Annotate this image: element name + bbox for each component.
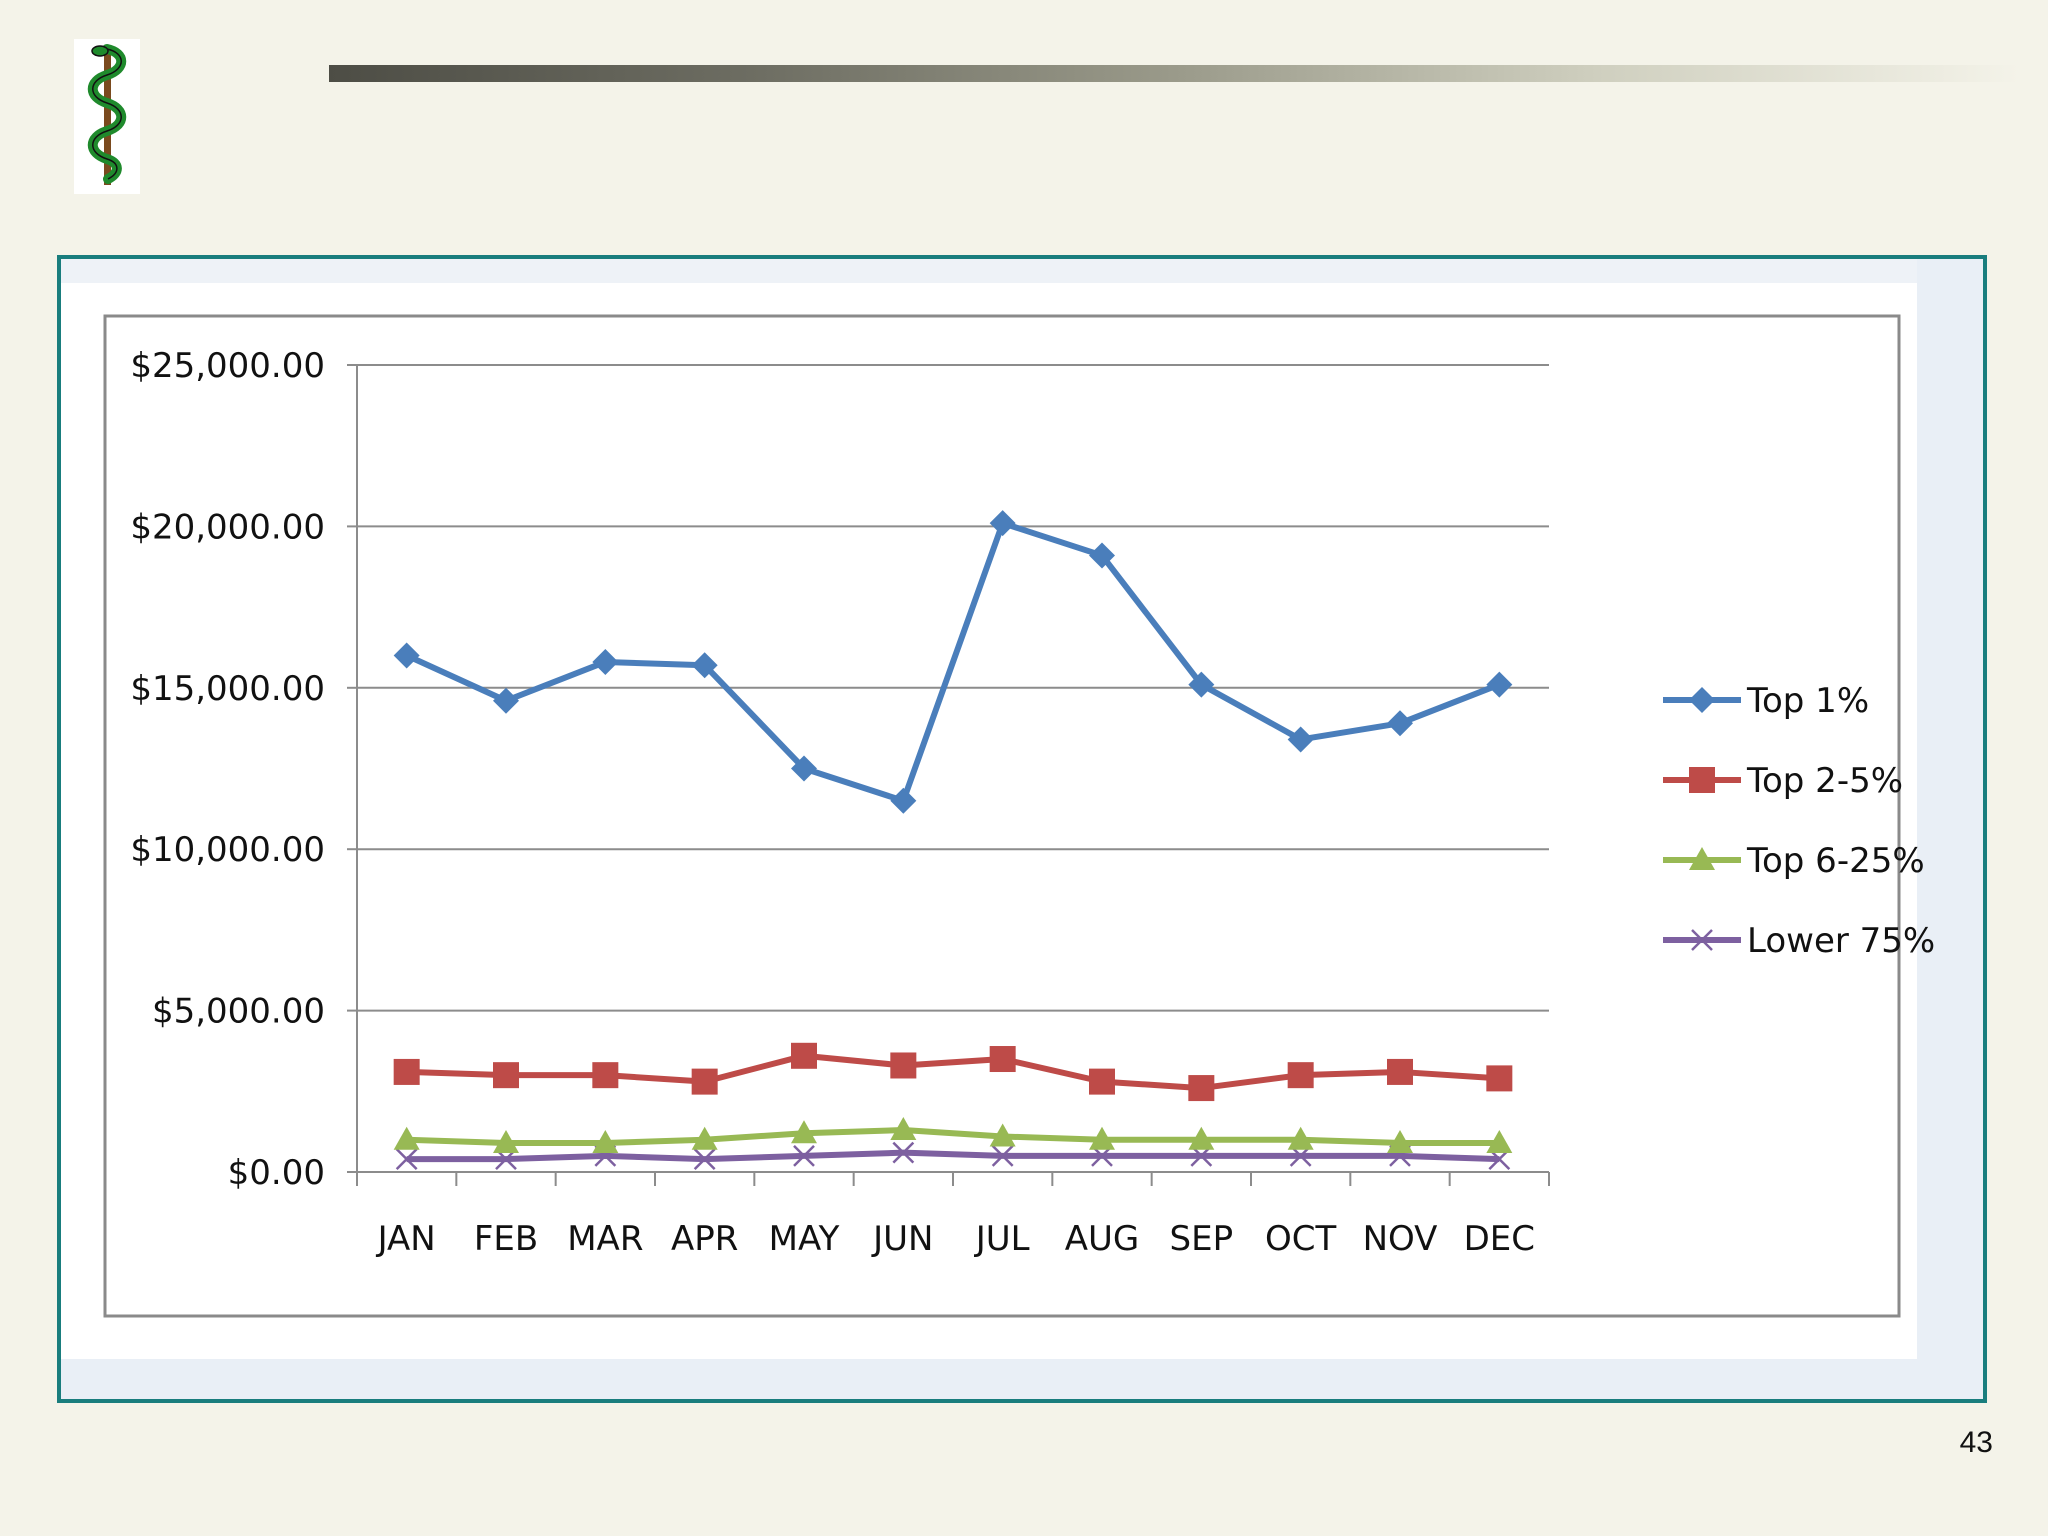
data-point xyxy=(1287,1126,1314,1150)
legend-item: Top 6-25% xyxy=(1663,841,1925,881)
data-point xyxy=(691,652,718,679)
page-number: 43 xyxy=(1959,1426,1993,1459)
data-point xyxy=(693,1148,716,1170)
data-point xyxy=(1387,710,1413,737)
data-point xyxy=(892,1141,915,1164)
x-marker-stroke xyxy=(892,1141,915,1164)
data-point xyxy=(1387,1129,1413,1153)
series-top-2-5- xyxy=(393,1042,1513,1102)
y-tick-label: $10,000.00 xyxy=(130,830,325,870)
data-point xyxy=(791,1042,817,1069)
x-marker-stroke xyxy=(991,1144,1014,1167)
data-point xyxy=(393,642,420,669)
series-top-1- xyxy=(393,510,1513,814)
legend-marker xyxy=(1689,847,1715,870)
data-point xyxy=(592,1062,619,1089)
data-point xyxy=(890,1052,917,1079)
plot-area-border xyxy=(103,314,1901,1318)
frame-edge-right xyxy=(1917,259,1983,1399)
data-point xyxy=(989,1123,1016,1147)
x-tick-label: MAY xyxy=(769,1219,840,1259)
data-point xyxy=(1287,726,1314,753)
data-point xyxy=(791,1120,817,1144)
data-point xyxy=(1188,1075,1215,1102)
data-point xyxy=(493,1129,519,1153)
x-tick-label: OCT xyxy=(1265,1219,1337,1259)
x-tick-label: NOV xyxy=(1363,1219,1438,1259)
data-point xyxy=(991,1144,1014,1167)
y-tick-label: $5,000.00 xyxy=(152,992,325,1032)
data-point xyxy=(1486,1129,1513,1153)
series-top-6-25- xyxy=(393,1117,1513,1153)
x-marker-stroke xyxy=(693,1148,716,1170)
legend-item: Lower 75% xyxy=(1663,921,1935,961)
data-point xyxy=(395,1148,418,1170)
frame-edge-bottom xyxy=(61,1359,1983,1399)
data-point xyxy=(989,1046,1016,1073)
legend-item: Top 2-5% xyxy=(1663,761,1903,801)
x-marker-stroke xyxy=(793,1144,815,1167)
x-tick-label: JAN xyxy=(376,1219,436,1259)
data-point xyxy=(1287,1062,1314,1089)
x-tick-label: APR xyxy=(671,1219,738,1259)
y-tick-label: $15,000.00 xyxy=(130,669,325,709)
data-point xyxy=(1486,1065,1513,1092)
data-point xyxy=(890,787,917,814)
x-marker-stroke xyxy=(395,1148,418,1170)
data-point xyxy=(1089,1126,1115,1150)
x-tick-label: JUN xyxy=(871,1219,933,1259)
frame-edge-top xyxy=(61,259,1983,283)
data-point xyxy=(493,1062,519,1089)
data-point xyxy=(890,1117,917,1141)
x-tick-label: MAR xyxy=(567,1219,643,1259)
series-line xyxy=(406,1127,1500,1146)
data-point xyxy=(793,1144,815,1167)
legend-label: Lower 75% xyxy=(1747,921,1935,961)
series-line xyxy=(406,1149,1500,1163)
data-point xyxy=(393,1126,420,1150)
x-marker-stroke xyxy=(1691,929,1713,951)
data-point xyxy=(592,1129,619,1153)
legend-marker xyxy=(1689,767,1715,793)
x-tick-label: JUL xyxy=(974,1219,1030,1259)
data-point xyxy=(1089,1068,1115,1095)
x-tick-label: AUG xyxy=(1065,1219,1140,1259)
data-point xyxy=(989,510,1016,537)
series-line xyxy=(406,1052,1500,1092)
y-tick-label: $25,000.00 xyxy=(130,346,325,386)
data-point xyxy=(791,755,817,782)
series-line xyxy=(405,520,1501,804)
data-point xyxy=(691,1126,718,1150)
rod-of-asclepius-icon xyxy=(87,44,127,185)
y-tick-label: $20,000.00 xyxy=(130,507,325,547)
line-chart: $0.00 $5,000.00 $10,000.00 $15,000.00 $20,00… xyxy=(103,314,1935,1318)
logo xyxy=(74,39,140,194)
legend-item: Top 1% xyxy=(1663,681,1869,721)
legend-label: Top 2-5% xyxy=(1746,761,1903,801)
legend-marker xyxy=(1689,687,1715,713)
data-point xyxy=(1188,671,1215,698)
legend-label: Top 6-25% xyxy=(1746,841,1925,881)
legend-label: Top 1% xyxy=(1746,681,1869,721)
y-tick-label: $0.00 xyxy=(228,1153,325,1193)
title-bar-decoration xyxy=(329,65,2019,82)
x-tick-label: SEP xyxy=(1170,1219,1234,1259)
data-point xyxy=(493,687,519,714)
data-point xyxy=(1089,542,1115,569)
data-point xyxy=(1387,1058,1413,1085)
data-point xyxy=(592,648,619,675)
legend-marker xyxy=(1691,929,1713,951)
chart-frame: $0.00 $5,000.00 $10,000.00 $15,000.00 $20,00… xyxy=(57,255,1987,1403)
data-point xyxy=(393,1058,420,1085)
x-tick-label: DEC xyxy=(1464,1219,1535,1259)
data-point xyxy=(1188,1126,1215,1150)
data-point xyxy=(1486,671,1513,698)
x-tick-label: FEB xyxy=(474,1219,538,1259)
data-point xyxy=(691,1068,718,1095)
